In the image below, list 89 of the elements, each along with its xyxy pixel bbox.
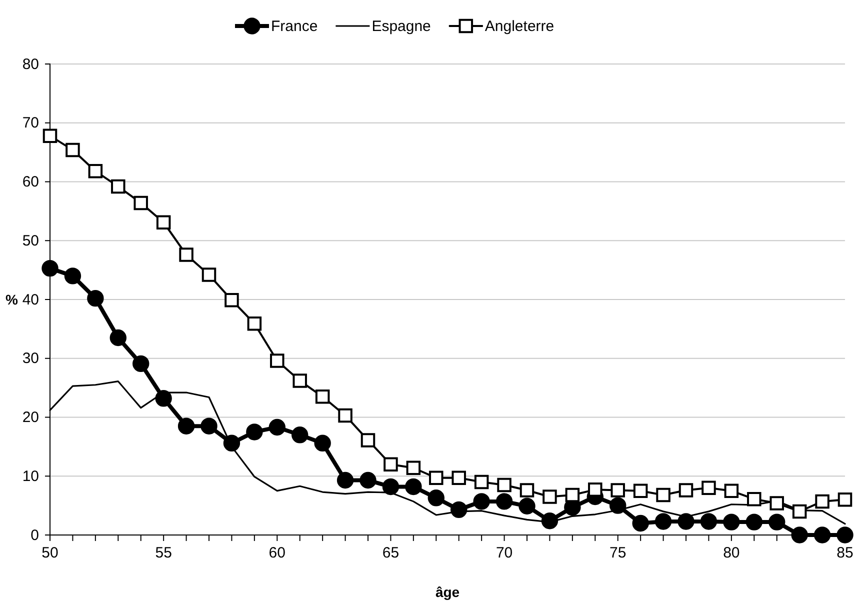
y-tick-label: 70 xyxy=(22,114,39,132)
point xyxy=(497,478,512,492)
x-tick-label: 75 xyxy=(610,544,626,562)
legend-label: Angleterre xyxy=(484,18,554,35)
legend-label: France xyxy=(271,18,318,35)
y-tick-label: 30 xyxy=(22,350,39,368)
point xyxy=(428,490,444,506)
point xyxy=(247,316,262,331)
y-tick-label: 10 xyxy=(22,468,39,485)
y-axis-title: % xyxy=(6,292,19,308)
point xyxy=(179,248,194,262)
point xyxy=(292,374,307,388)
point xyxy=(450,501,468,518)
point xyxy=(520,483,534,498)
point xyxy=(384,457,398,472)
point xyxy=(770,496,784,510)
point xyxy=(202,268,216,282)
point xyxy=(111,179,126,194)
x-tick-label: 50 xyxy=(42,544,58,562)
point xyxy=(178,418,195,434)
point xyxy=(838,492,852,507)
point xyxy=(268,418,286,436)
point xyxy=(588,482,602,497)
point xyxy=(654,513,672,530)
y-tick-label: 50 xyxy=(22,232,39,250)
point xyxy=(88,164,103,178)
x-tick-label: 70 xyxy=(496,544,513,562)
point xyxy=(723,514,740,530)
point xyxy=(542,490,557,504)
point xyxy=(702,480,716,496)
point xyxy=(42,260,58,277)
point xyxy=(246,424,263,440)
point xyxy=(610,497,626,514)
y-tick-label: 20 xyxy=(22,409,39,426)
point xyxy=(336,472,354,489)
y-tick-label: 0 xyxy=(30,526,39,544)
point xyxy=(610,483,625,498)
point xyxy=(64,268,82,284)
legend-label: Espagne xyxy=(372,18,431,35)
point xyxy=(134,196,148,210)
point xyxy=(224,292,239,308)
point xyxy=(700,513,718,530)
x-tick-label: 65 xyxy=(382,544,400,562)
point xyxy=(815,494,830,509)
point xyxy=(836,526,854,544)
point xyxy=(132,355,150,372)
point xyxy=(429,470,444,486)
point xyxy=(406,460,421,476)
y-tick-label: 80 xyxy=(22,56,39,73)
point xyxy=(405,478,422,496)
point xyxy=(200,418,218,434)
point xyxy=(292,426,308,444)
point xyxy=(565,488,580,502)
point xyxy=(678,513,694,530)
point xyxy=(747,492,762,506)
point xyxy=(473,493,490,510)
point xyxy=(382,478,400,496)
point xyxy=(156,215,171,230)
point xyxy=(746,514,762,530)
point xyxy=(66,142,80,158)
point xyxy=(496,493,513,510)
point xyxy=(768,514,786,530)
x-tick-label: 60 xyxy=(268,544,286,562)
point xyxy=(315,390,330,404)
point xyxy=(792,504,807,519)
point xyxy=(724,484,739,498)
point xyxy=(791,526,808,544)
y-tick-label: 60 xyxy=(22,174,39,191)
point xyxy=(42,128,58,143)
point xyxy=(314,434,331,452)
point xyxy=(360,433,376,448)
point xyxy=(656,488,670,502)
y-tick-label: 40 xyxy=(22,291,39,308)
x-tick-label: 85 xyxy=(836,544,854,562)
point xyxy=(87,290,104,307)
x-axis-title: âge xyxy=(435,584,460,600)
point xyxy=(360,472,376,489)
point xyxy=(452,470,466,486)
point xyxy=(110,329,126,346)
point xyxy=(633,484,648,498)
point xyxy=(518,498,536,514)
x-tick-label: 80 xyxy=(723,544,740,562)
point xyxy=(338,408,352,423)
x-tick-label: 55 xyxy=(155,544,172,562)
point xyxy=(814,526,831,544)
point xyxy=(270,354,284,368)
point xyxy=(632,514,649,532)
point xyxy=(474,474,489,490)
point xyxy=(678,483,694,498)
